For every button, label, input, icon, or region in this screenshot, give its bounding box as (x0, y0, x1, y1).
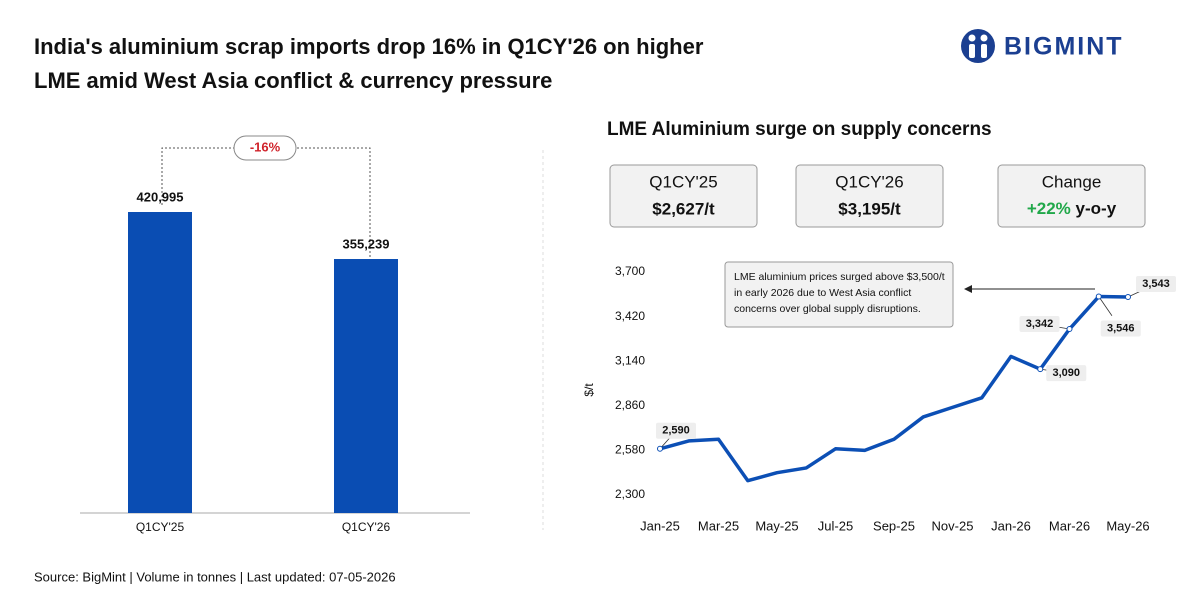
x-tick-label: Mar-26 (1049, 518, 1090, 533)
x-tick-label: Jan-25 (640, 518, 680, 533)
callout-text: in early 2026 due to West Asia conflict (734, 287, 911, 299)
point-label: 3,090 (1052, 367, 1080, 379)
point (1125, 294, 1131, 301)
x-tick-label: Nov-25 (932, 518, 974, 533)
x-tick-label: Jan-26 (991, 518, 1031, 533)
point-label: 3,543 (1142, 278, 1170, 290)
y-tick-label: 2,860 (615, 398, 645, 412)
x-tick-label: May-25 (755, 518, 798, 533)
stat-value: +22% y-o-y (1027, 199, 1117, 218)
title: India's aluminium scrap imports drop 16%… (34, 34, 704, 59)
stat-label: Change (1042, 172, 1102, 191)
stat-suffix: y-o-y (1076, 199, 1117, 218)
stat-label: Q1CY'26 (835, 172, 903, 191)
stat-box (609, 164, 758, 228)
x-tick-label: May-26 (1106, 518, 1149, 533)
line (659, 294, 1129, 483)
x-tick-label: Sep-25 (873, 518, 915, 533)
point (657, 445, 663, 452)
change-pill (233, 135, 297, 161)
title: LME amid West Asia conflict & currency p… (34, 68, 552, 93)
point (1037, 366, 1044, 373)
point (1095, 293, 1102, 300)
y-tick-label: 2,580 (615, 443, 645, 457)
x-tick-label: Q1CY'26 (342, 520, 391, 534)
change-label: -16% (250, 139, 281, 154)
point (1066, 326, 1073, 333)
logo-icon (961, 29, 995, 63)
logo: BIGMINT (1004, 33, 1124, 61)
stat-change: +22% (1027, 199, 1071, 218)
y-tick-label: 3,700 (615, 264, 645, 278)
point-label: 3,342 (1026, 318, 1054, 330)
x-tick-label: Jul-25 (818, 518, 853, 533)
point-label: 3,546 (1107, 322, 1135, 334)
bar-value-label: 355,239 (343, 236, 390, 251)
stat-box (795, 164, 944, 228)
footer: Source: BigMint | Volume in tonnes | Las… (34, 569, 396, 584)
point-label-box (1136, 276, 1176, 293)
point-label-box (1019, 316, 1060, 333)
point-label-box (1100, 320, 1141, 337)
y-tick-label: 2,300 (615, 487, 645, 501)
callout-text: LME aluminium prices surged above $3,500… (734, 271, 945, 283)
point-label-box (656, 422, 696, 439)
bar-value-label: 420,995 (137, 189, 184, 204)
stat-label: Q1CY'25 (649, 172, 717, 191)
y-tick-label: 3,420 (615, 309, 645, 323)
x-tick-label: Q1CY'25 (136, 520, 185, 534)
bar (334, 259, 398, 513)
y-axis-label: $/t (582, 383, 596, 397)
x-tick-label: Mar-25 (698, 518, 739, 533)
leader (1098, 296, 1113, 316)
stat-value: $3,195/t (838, 199, 901, 218)
callout (724, 261, 1095, 328)
stat-value: $2,627/t (652, 199, 715, 218)
point-label: 2,590 (662, 425, 690, 437)
point-label-box (1046, 365, 1087, 382)
stat-box (997, 164, 1146, 228)
callout-text: concerns over global supply disruptions. (734, 303, 921, 315)
subtitle: LME Aluminium surge on supply concerns (607, 119, 992, 140)
y-tick-label: 3,140 (615, 353, 645, 367)
bar (128, 212, 192, 513)
